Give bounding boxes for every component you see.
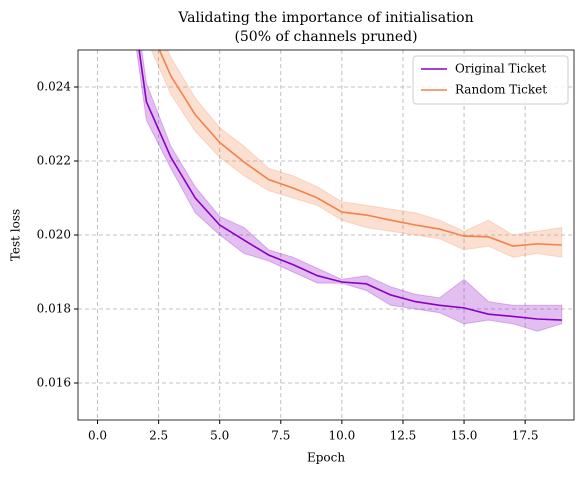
- x-tick-label: 15.0: [451, 429, 478, 443]
- legend-label: Random Ticket: [455, 83, 547, 97]
- y-tick-label: 0.024: [37, 80, 72, 94]
- legend-label: Original Ticket: [455, 62, 546, 76]
- y-axis-label: Test loss: [9, 209, 23, 261]
- chart-subtitle: (50% of channels pruned): [234, 29, 417, 45]
- x-tick-label: 0.0: [88, 429, 107, 443]
- plot-frame: [77, 49, 575, 421]
- plot-area: [136, 50, 563, 332]
- x-tick-label: 10.0: [329, 429, 356, 443]
- confidence-band: [136, 50, 563, 332]
- x-tick-label: 5.0: [210, 429, 229, 443]
- y-tick-label: 0.020: [37, 228, 71, 242]
- chart-title: Validating the importance of initialisat…: [177, 10, 473, 26]
- x-axis-label: Epoch: [307, 451, 345, 465]
- y-tick-label: 0.016: [37, 376, 71, 390]
- line: [138, 50, 562, 321]
- legend-box: [412, 55, 569, 105]
- x-tick-label: 2.5: [149, 429, 168, 443]
- x-tick-label: 12.5: [390, 429, 417, 443]
- y-tick-label: 0.018: [37, 302, 71, 316]
- x-tick-label: 7.5: [271, 429, 290, 443]
- x-tick-label: 17.5: [512, 429, 539, 443]
- line: [158, 50, 562, 247]
- y-tick-label: 0.022: [37, 154, 71, 168]
